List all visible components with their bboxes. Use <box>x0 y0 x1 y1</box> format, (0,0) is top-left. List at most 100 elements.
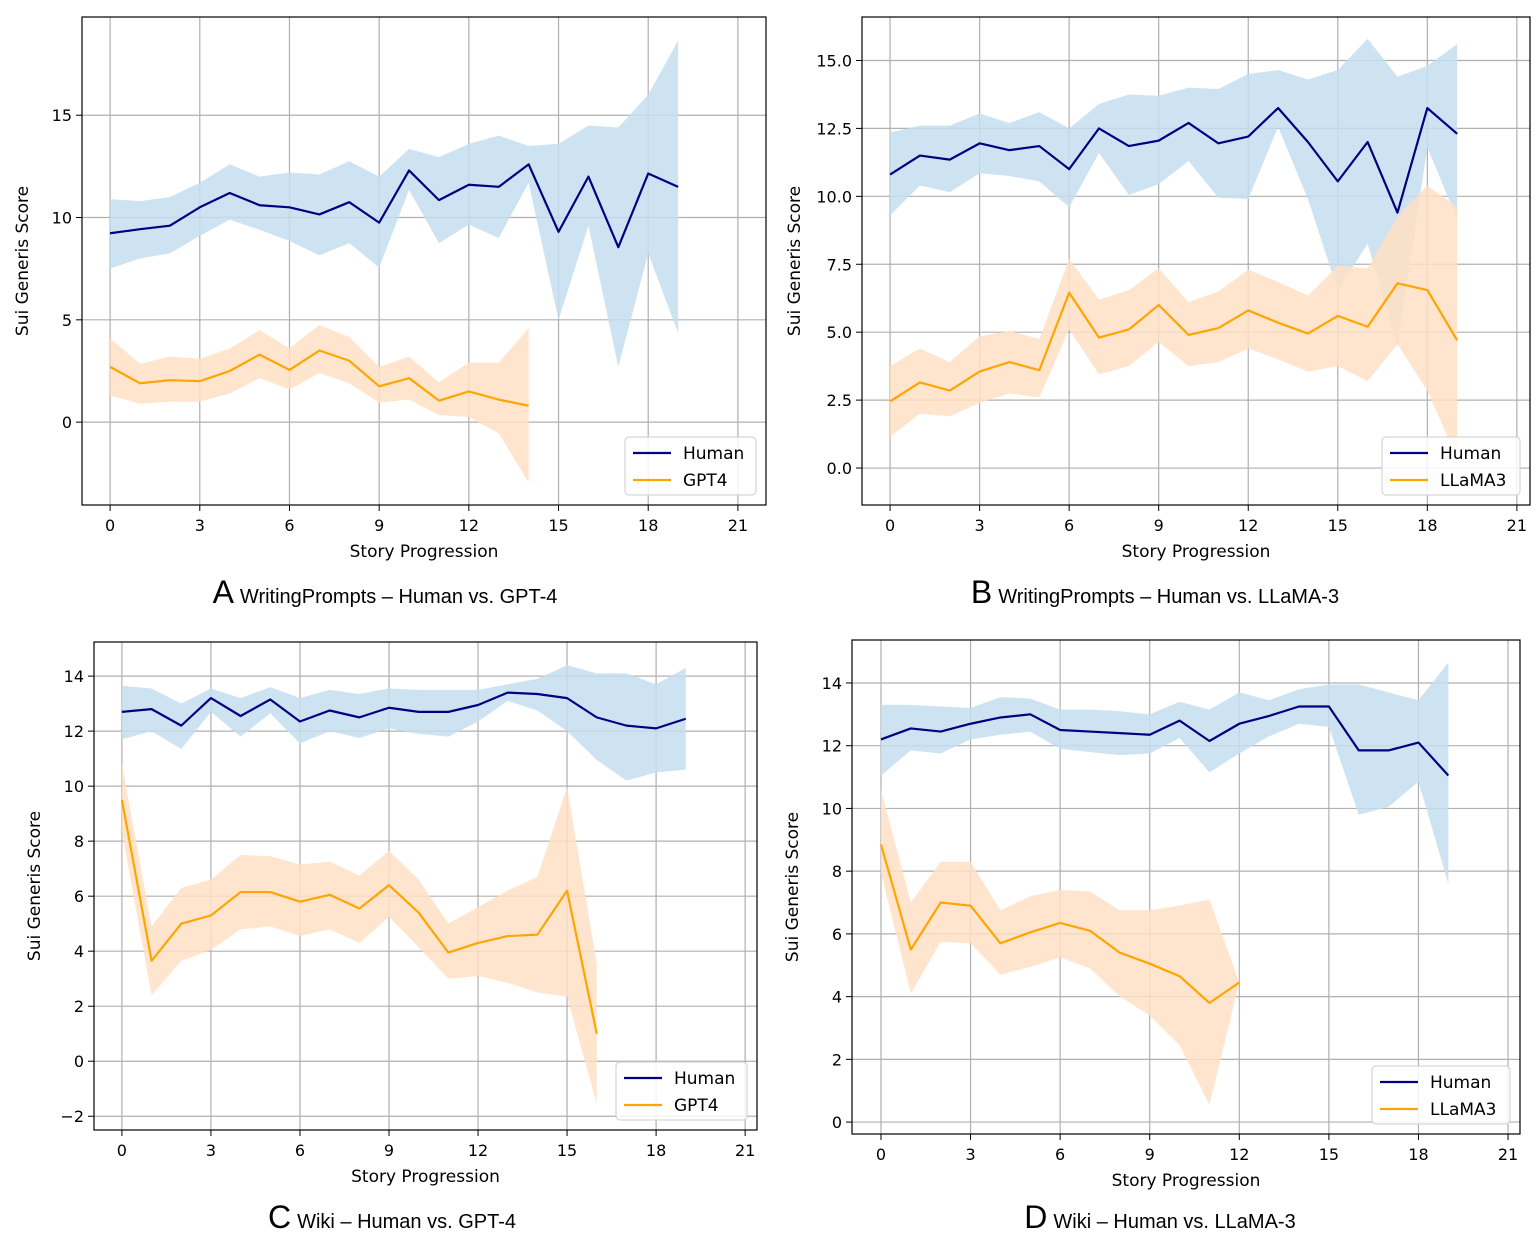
y-axis-label: Sui Generis Score <box>785 186 805 336</box>
x-tick-label: 21 <box>735 1141 755 1160</box>
y-tick-label: 10 <box>64 777 84 796</box>
x-tick-label: 21 <box>1507 516 1527 535</box>
legend-label: GPT4 <box>683 471 728 491</box>
panel-caption: D Wiki – Human vs. LLaMA-3 <box>1024 1199 1295 1235</box>
y-tick-label: −2 <box>60 1107 84 1126</box>
confidence-band-human <box>110 40 679 367</box>
confidence-band-gpt4 <box>110 324 529 483</box>
x-tick-label: 9 <box>374 516 384 535</box>
y-tick-label: 4 <box>74 942 84 961</box>
series-line-human <box>109 163 679 249</box>
panel-title: WritingPrompts – Human vs. LLaMA-3 <box>998 586 1339 608</box>
confidence-band-llama3 <box>890 185 1458 459</box>
x-tick-label: 6 <box>295 1141 305 1160</box>
y-axis-label: Sui Generis Score <box>13 186 33 336</box>
y-tick-label: 15 <box>52 106 72 125</box>
series-line-human <box>121 691 687 730</box>
axes-frame <box>81 16 767 506</box>
x-tick-label: 3 <box>965 1145 975 1164</box>
x-tick-label: 18 <box>1417 516 1437 535</box>
y-tick-label: 4 <box>832 988 842 1007</box>
y-tick-label: 5 <box>62 311 72 330</box>
y-tick-label: 15.0 <box>816 51 852 70</box>
x-tick-label: 12 <box>1238 516 1258 535</box>
x-tick-label: 3 <box>195 516 205 535</box>
legend-label: Human <box>1430 1073 1491 1093</box>
x-axis-label: Story Progression <box>1122 542 1271 562</box>
confidence-band-llama3 <box>880 789 1240 1105</box>
panel-letter: D <box>1024 1199 1047 1235</box>
axes-frame <box>851 639 1521 1135</box>
y-tick-label: 5.0 <box>827 323 852 342</box>
x-tick-label: 0 <box>105 516 115 535</box>
y-tick-label: 0 <box>62 413 72 432</box>
series-line-human <box>889 106 1458 214</box>
y-tick-label: 8 <box>832 862 842 881</box>
x-axis-label: Story Progression <box>350 542 499 562</box>
x-tick-label: 9 <box>384 1141 394 1160</box>
chart-panel-b: 0 3 6 9 12 15 18 21 0.0 2.5 5.0 7.5 10.0 12.5 15.0 Stor… <box>785 16 1531 610</box>
panel-caption: B WritingPrompts – Human vs. LLaMA-3 <box>971 574 1339 610</box>
x-tick-label: 15 <box>1328 516 1348 535</box>
y-axis-label: Sui Generis Score <box>25 811 45 961</box>
panel-caption: A WritingPrompts – Human vs. GPT-4 <box>213 574 558 610</box>
y-tick-label: 2 <box>832 1050 842 1069</box>
y-tick-label: 14 <box>822 674 842 693</box>
legend-label: LLaMA3 <box>1440 471 1506 491</box>
chart-panel-d: 0 3 6 9 12 15 18 21 0 2 4 6 8 10 12 14 Story Progression… <box>783 639 1521 1235</box>
legend-label: Human <box>674 1069 735 1089</box>
series-line-human <box>880 705 1450 777</box>
x-tick-label: 21 <box>1498 1145 1518 1164</box>
panel-title: Wiki – Human vs. LLaMA-3 <box>1053 1211 1295 1233</box>
x-axis-label: Story Progression <box>351 1167 500 1187</box>
series-line-llama3 <box>889 282 1459 403</box>
panel-letter: A <box>213 574 235 610</box>
panel-title: Wiki – Human vs. GPT-4 <box>297 1211 516 1233</box>
panel-caption: C Wiki – Human vs. GPT-4 <box>268 1199 516 1235</box>
y-tick-label: 6 <box>74 887 84 906</box>
x-tick-label: 3 <box>206 1141 216 1160</box>
confidence-band-gpt4 <box>121 764 597 1104</box>
series-line-gpt4 <box>120 799 598 1034</box>
panel-title: WritingPrompts – Human vs. GPT-4 <box>240 586 558 608</box>
series-line-gpt4 <box>109 349 529 407</box>
x-tick-label: 18 <box>646 1141 666 1160</box>
y-tick-label: 8 <box>74 832 84 851</box>
y-tick-label: 2 <box>74 997 84 1016</box>
x-tick-label: 9 <box>1145 1145 1155 1164</box>
y-tick-label: 0 <box>74 1052 84 1071</box>
x-tick-label: 21 <box>728 516 748 535</box>
x-tick-label: 6 <box>1064 516 1074 535</box>
axes-frame <box>93 641 758 1131</box>
legend-label: Human <box>1440 444 1501 464</box>
x-tick-label: 9 <box>1154 516 1164 535</box>
panel-letter: B <box>971 574 992 610</box>
legend-label: LLaMA3 <box>1430 1100 1496 1120</box>
x-tick-label: 0 <box>885 516 895 535</box>
y-tick-label: 0 <box>832 1113 842 1132</box>
x-tick-label: 15 <box>1319 1145 1339 1164</box>
y-tick-label: 2.5 <box>827 391 852 410</box>
x-tick-label: 18 <box>1408 1145 1428 1164</box>
x-tick-label: 6 <box>1055 1145 1065 1164</box>
y-tick-label: 0.0 <box>827 459 852 478</box>
y-tick-label: 10 <box>822 799 842 818</box>
confidence-band-human <box>890 38 1458 346</box>
x-tick-label: 12 <box>1229 1145 1249 1164</box>
y-tick-label: 12.5 <box>816 119 852 138</box>
x-tick-label: 12 <box>468 1141 488 1160</box>
y-tick-label: 7.5 <box>827 255 852 274</box>
y-tick-label: 10.0 <box>816 187 852 206</box>
y-tick-label: 10 <box>52 209 72 228</box>
legend-label: GPT4 <box>674 1096 719 1116</box>
chart-panel-c: 0 3 6 9 12 15 18 21 −2 0 2 4 6 8 10 12 14 Story Progressi… <box>25 641 758 1235</box>
x-tick-label: 12 <box>459 516 479 535</box>
axes-frame <box>861 16 1531 506</box>
chart-panel-a: 0 3 6 9 12 15 18 21 0 5 10 15 Story Progression Sui G… <box>13 16 767 610</box>
x-tick-label: 18 <box>638 516 658 535</box>
legend-label: Human <box>683 444 744 464</box>
x-tick-label: 3 <box>975 516 985 535</box>
x-tick-label: 6 <box>284 516 294 535</box>
x-tick-label: 15 <box>557 1141 577 1160</box>
